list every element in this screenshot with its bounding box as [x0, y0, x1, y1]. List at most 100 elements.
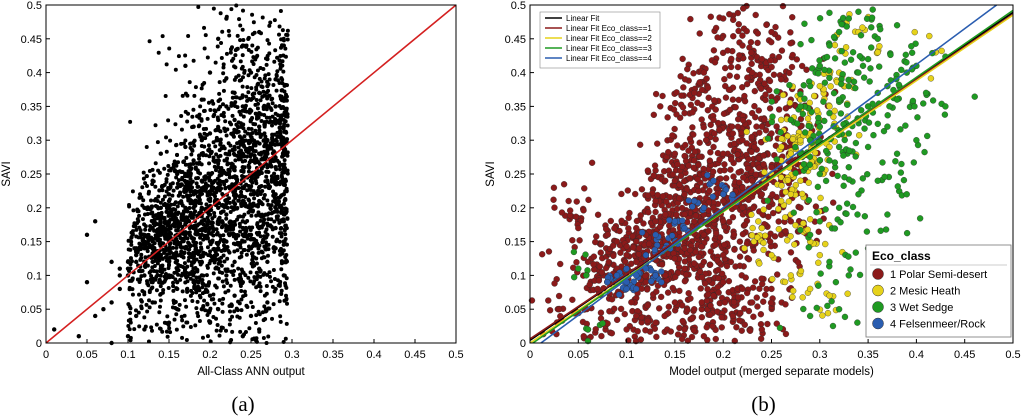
panel-a-point [137, 195, 142, 200]
b-x-tick-label: 0.35 [857, 349, 878, 361]
panel-b-point-class4 [691, 197, 698, 205]
panel-a-point [162, 320, 167, 325]
panel-a-point [231, 207, 236, 212]
panel-a-point [254, 230, 259, 235]
panel-a-point [214, 232, 219, 237]
panel-a-point [224, 14, 229, 19]
panel-b-point-class3 [864, 55, 872, 63]
panel-b-point-class2 [856, 132, 863, 139]
panel-a-point [227, 33, 232, 38]
panel-a-point [221, 65, 226, 70]
panel-b-point-class1 [635, 251, 643, 258]
panel-a-point [258, 98, 263, 103]
panel-b-point-class4 [623, 285, 630, 293]
panel-a-point [171, 188, 176, 193]
panel-b-point-class3 [830, 33, 838, 41]
panel-a-point [177, 223, 182, 228]
panel-b-point-class1 [698, 314, 706, 321]
panel-b-point-class2 [775, 205, 782, 213]
panel-a-point [139, 246, 144, 251]
panel-b-point-class2 [769, 275, 776, 283]
panel-b-point-class1 [690, 260, 698, 267]
panel-b-point-class4 [615, 291, 623, 298]
panel-a-point [207, 161, 212, 166]
panel-a-point [168, 226, 173, 231]
panel-b-point-class4 [685, 197, 692, 204]
panel-a-point [236, 198, 241, 203]
panel-b-point-class1 [602, 264, 610, 272]
panel-a-point [267, 115, 272, 120]
panel-a-point [271, 189, 276, 194]
panel-b-point-class1 [756, 129, 763, 136]
panel-a-point [179, 113, 184, 118]
panel-a-point [176, 307, 181, 312]
panel-b-point-class3 [816, 15, 824, 22]
panel-a-point [223, 290, 228, 295]
panel-b-point-class1 [751, 103, 758, 110]
panel-a-point [208, 249, 213, 254]
a-x-tick-label: 0.45 [404, 349, 425, 361]
panel-b-point-class1 [651, 325, 659, 332]
panel-b-point-class2 [778, 182, 785, 189]
panel-a-point [262, 124, 267, 129]
panel-b-point-class1 [735, 21, 742, 28]
panel-a-point [236, 266, 241, 271]
panel-a-point [246, 73, 251, 78]
panel-b-point-class3 [835, 143, 843, 151]
panel-a-point [244, 252, 249, 257]
panel-b-point-class1 [694, 99, 701, 106]
panel-a-point [155, 261, 160, 266]
panel-a-point [209, 297, 214, 302]
panel-a-point [172, 168, 177, 173]
panel-a-point [190, 125, 195, 130]
panel-a-point [146, 339, 151, 344]
panel-a-point [160, 197, 165, 202]
panel-a-point [247, 146, 252, 151]
panel-b-point-class1 [711, 59, 719, 66]
panel-a-point [179, 141, 184, 146]
panel-b-point-class2 [797, 137, 804, 144]
panel-b-point-class1 [590, 266, 598, 273]
panel-b-point-class3 [880, 127, 888, 135]
panel-a-point [209, 208, 214, 213]
panel-a-point [216, 36, 221, 41]
panel-a-point [244, 109, 249, 114]
panel-b-point-class1 [775, 218, 782, 225]
panel-a-point [250, 244, 255, 249]
panel-b-point-class1 [704, 107, 712, 114]
panel-b-point-class3 [855, 69, 862, 76]
panel-a-point [137, 241, 142, 246]
panel-a-point [283, 46, 288, 51]
panel-b-point-class2 [844, 290, 851, 297]
panel-a-point [259, 112, 264, 117]
panel-a-point [152, 241, 157, 246]
a-x-tick-label: 0.5 [448, 349, 463, 361]
panel-a-point [241, 139, 246, 144]
panel-a-point [262, 304, 267, 309]
panel-b-point-class1 [778, 47, 786, 54]
panel-b-point-class3 [792, 144, 799, 151]
panel-a-point [262, 76, 267, 81]
panel-a-point [156, 216, 161, 221]
panel-a-point [192, 138, 197, 143]
panel-a-point [233, 158, 238, 163]
panel-a-point [284, 321, 289, 326]
panel-a-point [183, 63, 188, 69]
panel-a-point [210, 99, 215, 104]
panel-a-point [165, 334, 170, 339]
panel-b-point-class1 [633, 217, 641, 225]
panel-b-point-class1 [644, 167, 652, 174]
panel-a-point [190, 147, 195, 152]
panel-a-point [258, 234, 263, 239]
panel-a-point [117, 273, 123, 278]
panel-b-point-class2 [761, 169, 768, 176]
panel-a-point [202, 175, 207, 180]
panel-a-point [223, 151, 228, 156]
panel-a-point [279, 234, 284, 239]
panel-b-point-class2 [743, 128, 750, 136]
panel-b-point-class1 [595, 277, 603, 284]
panel-b-point-class2 [787, 272, 794, 279]
fit-legend-label: Linear Fit Eco_class==4 [566, 54, 652, 63]
panel-b-point-class3 [941, 111, 949, 118]
panel-b-point-class1 [689, 124, 696, 131]
